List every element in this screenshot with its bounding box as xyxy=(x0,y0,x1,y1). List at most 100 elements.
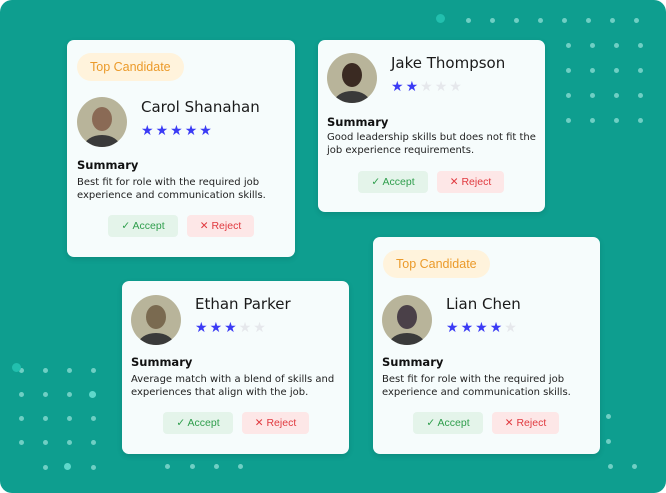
decorative-dot xyxy=(466,18,471,23)
decorative-dot xyxy=(67,416,72,421)
summary-text: Best fit for role with the required job … xyxy=(382,374,571,398)
accept-button[interactable]: ✓ Accept xyxy=(163,412,233,434)
star-icon: ★ xyxy=(420,79,433,95)
candidate-name: Carol Shanahan xyxy=(141,98,260,116)
summary-text: Best fit for role with the required job … xyxy=(77,177,266,201)
decorative-dot xyxy=(190,464,195,469)
decorative-dot xyxy=(638,118,643,123)
reject-button[interactable]: ✕ Reject xyxy=(242,412,309,434)
accept-button[interactable]: ✓ Accept xyxy=(413,412,483,434)
candidate-card: Top Candidate Lian Chen ★ ★ ★ ★ ★ Summary Best f… xyxy=(373,237,600,454)
candidate-name: Ethan Parker xyxy=(195,295,291,313)
decorative-dot xyxy=(614,118,619,123)
summary-heading: Summary xyxy=(77,158,139,172)
star-rating: ★ ★ ★ ★ ★ xyxy=(141,124,212,138)
decorative-dot xyxy=(64,463,71,470)
avatar xyxy=(382,295,432,345)
decorative-dot xyxy=(89,391,96,398)
summary-text: Average match with a blend of skills and… xyxy=(131,374,335,398)
decorative-dot xyxy=(91,368,96,373)
decorative-dot xyxy=(19,368,24,373)
decorative-dot xyxy=(538,18,543,23)
candidate-name: Jake Thompson xyxy=(391,54,506,72)
accept-label: Accept xyxy=(187,417,220,429)
decorative-dot xyxy=(67,368,72,373)
decorative-dot xyxy=(67,392,72,397)
avatar xyxy=(131,295,181,345)
decorative-dot xyxy=(566,68,571,73)
decorative-dot xyxy=(590,68,595,73)
top-candidate-badge: Top Candidate xyxy=(77,53,184,81)
summary-heading: Summary xyxy=(327,115,389,129)
avatar xyxy=(327,53,377,103)
x-icon: ✕ xyxy=(199,220,212,232)
star-icon: ★ xyxy=(504,320,517,336)
star-icon: ★ xyxy=(141,123,154,139)
summary-heading: Summary xyxy=(131,355,193,369)
top-candidate-badge: Top Candidate xyxy=(383,250,490,278)
decorative-dot xyxy=(238,464,243,469)
star-rating: ★ ★ ★ ★ ★ xyxy=(446,321,517,335)
check-icon: ✓ xyxy=(426,417,438,429)
decorative-dot xyxy=(514,18,519,23)
decorative-dot xyxy=(43,392,48,397)
decorative-dot xyxy=(586,18,591,23)
decorative-dot xyxy=(632,464,637,469)
decorative-dot xyxy=(214,464,219,469)
reject-button[interactable]: ✕ Reject xyxy=(187,215,254,237)
decorative-dot xyxy=(566,93,571,98)
star-icon: ★ xyxy=(184,123,198,139)
star-icon: ★ xyxy=(449,79,462,95)
decorative-dot xyxy=(590,93,595,98)
candidate-card: Ethan Parker ★ ★ ★ ★ ★ Summary Average match wi… xyxy=(122,281,349,454)
decorative-dot xyxy=(610,18,615,23)
decorative-dot xyxy=(43,440,48,445)
decorative-dot xyxy=(165,464,170,469)
decorative-dot xyxy=(614,68,619,73)
reject-button[interactable]: ✕ Reject xyxy=(437,171,504,193)
decorative-dot xyxy=(562,18,567,23)
star-rating: ★ ★ ★ ★ ★ xyxy=(195,321,266,335)
summary-text: Good leadership skills but does not fit … xyxy=(327,132,536,156)
decorative-dot xyxy=(43,368,48,373)
decorative-dot xyxy=(606,439,611,444)
x-icon: ✕ xyxy=(449,176,462,188)
decorative-dot xyxy=(67,440,72,445)
reject-button[interactable]: ✕ Reject xyxy=(492,412,559,434)
star-icon: ★ xyxy=(209,320,223,336)
decorative-dot xyxy=(590,43,595,48)
star-rating: ★ ★ ★ ★ ★ xyxy=(391,80,462,94)
check-icon: ✓ xyxy=(176,417,188,429)
reject-label: Reject xyxy=(211,220,242,232)
star-icon: ★ xyxy=(475,320,488,336)
decorative-dot xyxy=(43,416,48,421)
decorative-dot xyxy=(638,68,643,73)
decorative-dot xyxy=(614,43,619,48)
decorative-dot xyxy=(566,118,571,123)
decorative-dot xyxy=(436,14,445,23)
decorative-dot xyxy=(608,464,613,469)
check-icon: ✓ xyxy=(121,220,133,232)
candidate-card: Jake Thompson ★ ★ ★ ★ ★ Summary Good leadership… xyxy=(318,40,545,212)
star-icon: ★ xyxy=(405,79,419,95)
star-icon: ★ xyxy=(434,79,448,95)
accept-label: Accept xyxy=(382,176,415,188)
decorative-dot xyxy=(91,416,96,421)
star-icon: ★ xyxy=(391,79,404,95)
star-icon: ★ xyxy=(238,320,252,336)
decorative-dot xyxy=(12,363,21,372)
star-icon: ★ xyxy=(446,320,459,336)
reject-label: Reject xyxy=(516,417,547,429)
decorative-dot xyxy=(638,43,643,48)
accept-label: Accept xyxy=(437,417,470,429)
star-icon: ★ xyxy=(195,320,208,336)
accept-button[interactable]: ✓ Accept xyxy=(108,215,178,237)
accept-label: Accept xyxy=(132,220,165,232)
decorative-dot xyxy=(490,18,495,23)
decorative-dot xyxy=(634,18,639,23)
accept-button[interactable]: ✓ Accept xyxy=(358,171,428,193)
decorative-dot xyxy=(91,440,96,445)
candidate-name: Lian Chen xyxy=(446,295,521,313)
decorative-dot xyxy=(606,414,611,419)
star-icon: ★ xyxy=(199,123,212,139)
